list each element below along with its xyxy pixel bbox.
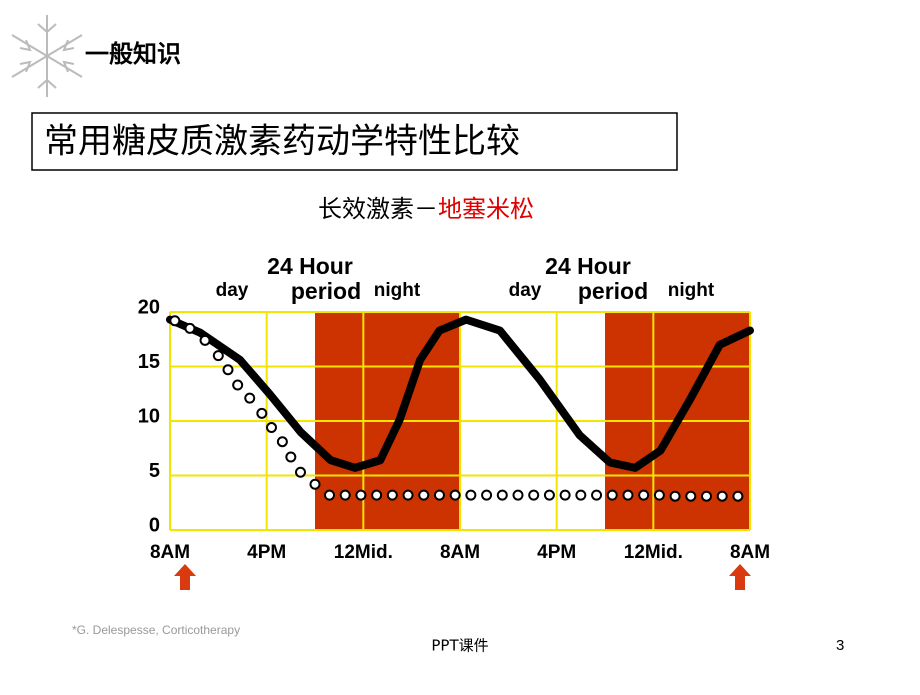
data-point <box>496 489 508 501</box>
footer-center: PPT课件 <box>431 637 488 655</box>
y-tick-label: 20 <box>138 296 160 318</box>
x-tick-label: 4PM <box>247 542 286 563</box>
data-point <box>701 490 712 502</box>
data-point <box>575 489 587 501</box>
data-point <box>481 489 493 501</box>
data-point <box>386 489 398 501</box>
data-point <box>199 334 211 346</box>
data-point <box>212 350 224 362</box>
data-point <box>276 436 288 448</box>
subtitle: 长效激素－地塞米松 <box>318 195 534 223</box>
annotation: 24 Hour <box>545 253 631 279</box>
x-tick-label: 4PM <box>537 542 576 563</box>
y-tick-label: 0 <box>149 514 160 536</box>
page-number: 3 <box>836 637 844 654</box>
data-point <box>591 489 603 501</box>
subtitle-drug: 地塞米松 <box>438 195 534 223</box>
data-point <box>716 490 728 502</box>
data-point <box>266 422 277 434</box>
data-point <box>169 315 181 327</box>
x-tick-label: 8AM <box>730 542 770 563</box>
x-tick-label: 8AM <box>440 542 480 563</box>
data-point <box>324 489 335 501</box>
data-point <box>295 466 306 478</box>
data-point <box>622 489 634 501</box>
data-point <box>244 392 256 404</box>
data-point <box>309 478 321 490</box>
annotation: night <box>668 280 715 301</box>
data-point <box>355 489 367 501</box>
data-point <box>653 489 665 501</box>
data-point <box>732 490 744 502</box>
data-point <box>402 489 414 501</box>
arrows <box>174 564 751 590</box>
data-point <box>559 489 571 501</box>
data-point <box>685 490 697 502</box>
slide-title: 常用糖皮质激素药动学特性比较 <box>44 122 520 162</box>
data-point <box>285 451 297 463</box>
snowflake-icon <box>11 15 83 97</box>
y-tick-label: 15 <box>138 351 160 373</box>
data-point <box>339 489 351 501</box>
data-point <box>232 379 244 391</box>
annotation: day <box>509 280 542 301</box>
section-title: 一般知识 <box>85 40 181 68</box>
x-tick-label: 8AM <box>150 542 190 563</box>
data-point <box>433 489 445 501</box>
data-point <box>465 489 477 501</box>
curve <box>166 315 754 472</box>
data-point <box>256 407 268 419</box>
data-point <box>606 489 618 501</box>
y-tick-label: 10 <box>138 405 160 427</box>
data-point <box>543 489 555 501</box>
data-point <box>449 489 461 501</box>
data-point <box>184 322 196 334</box>
x-tick-label: 12Mid. <box>624 542 683 563</box>
citation: *G. Delespesse, Corticotherapy <box>72 623 240 637</box>
annotation: day <box>216 280 249 301</box>
data-point <box>222 364 234 376</box>
data-point <box>638 489 650 501</box>
data-point <box>512 489 524 501</box>
annotation: night <box>374 280 421 301</box>
y-tick-label: 5 <box>149 460 160 482</box>
annotation: 24 Hour <box>267 253 353 279</box>
data-point <box>418 489 430 501</box>
x-tick-label: 12Mid. <box>334 542 393 563</box>
annotation: period <box>578 278 648 304</box>
data-point <box>371 489 383 501</box>
data-point <box>669 490 681 502</box>
annotation: period <box>291 278 361 304</box>
subtitle-text: 长效激素－ <box>318 195 438 223</box>
data-point <box>528 489 540 501</box>
title-box <box>31 112 678 171</box>
